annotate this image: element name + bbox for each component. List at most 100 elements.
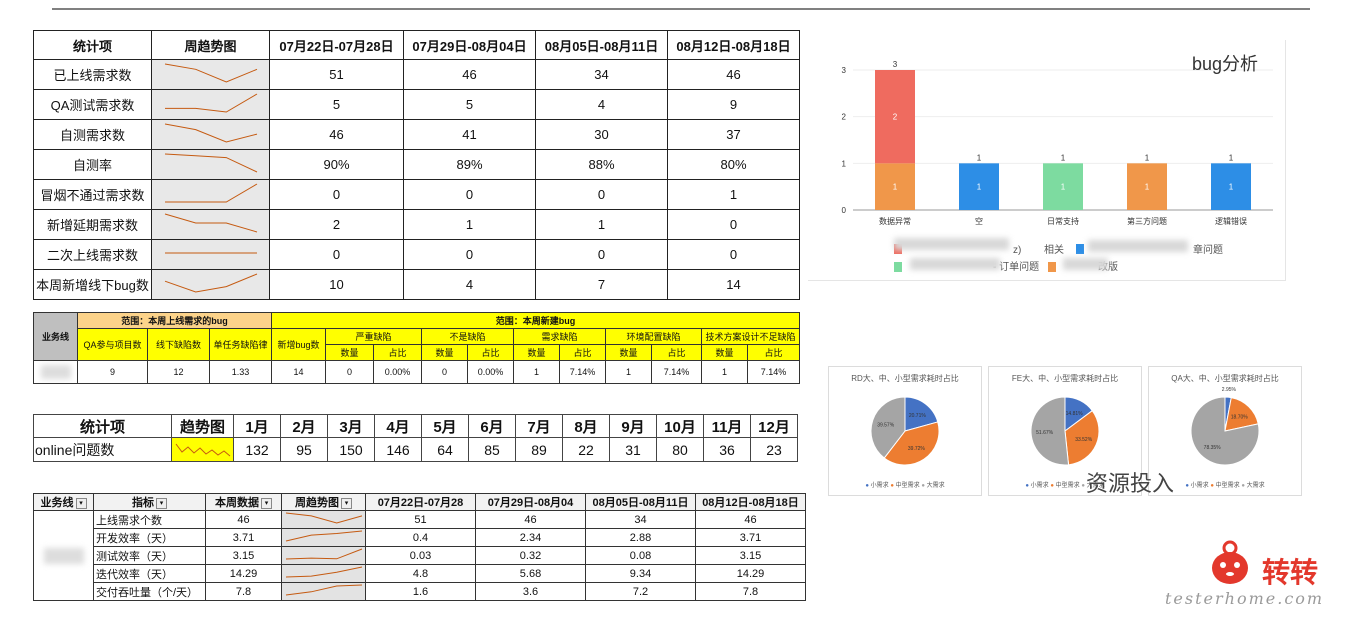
pie-label: 20.71% [909, 413, 927, 419]
filter-dropdown-icon[interactable]: ▾ [261, 497, 272, 509]
row-label: online问题数 [33, 437, 172, 462]
value-cell: 88% [535, 149, 668, 180]
pie-title: RD大、中、小型需求耗时占比 [851, 374, 959, 383]
sparkline-line [164, 213, 257, 233]
value-cell: 4 [535, 89, 668, 120]
header-cell: 技术方案设计不足缺陷 [701, 328, 800, 345]
trend-sparkline-cell [151, 119, 270, 150]
value-cell: 1 [701, 360, 748, 384]
weekly-stats-table: 统计项 周趋势图 07月22日-07月28日 07月29日-08月04日 08月… [33, 30, 800, 300]
row-label: 本周新增线下bug数 [33, 269, 152, 300]
pie-label: 33.52% [1075, 437, 1093, 443]
filter-dropdown-icon[interactable]: ▾ [156, 497, 167, 509]
table-row: 开发效率（天） 3.71 0.4 2.34 2.88 3.71 [34, 528, 806, 547]
row-label: 已上线需求数 [33, 59, 152, 90]
value-cell: 1 [535, 209, 668, 240]
sparkline [164, 93, 257, 113]
value-cell: 4 [403, 269, 536, 300]
value-cell: 64 [421, 437, 469, 462]
value-cell: 14 [667, 269, 800, 300]
sparkline-line [164, 93, 257, 113]
value-cell: 10 [269, 269, 404, 300]
current-value: 7.8 [205, 582, 282, 601]
trend-sparkline-cell [281, 510, 366, 529]
value-cell: 2.88 [585, 528, 696, 547]
header-label: 指标 [132, 497, 154, 509]
value-cell: 34 [585, 510, 696, 529]
header-cell: 占比 [559, 344, 606, 361]
filter-dropdown-icon[interactable]: ▾ [75, 497, 87, 509]
sparkline [285, 566, 362, 578]
header-cell: 07月29日-08月04 [475, 493, 586, 511]
header-cell: 08月05日-08月11日 [585, 493, 696, 511]
pie-slice [870, 396, 906, 459]
top-divider [52, 8, 1310, 10]
blurred-legend [1063, 258, 1108, 270]
zhuanzhuan-logo-icon [1212, 540, 1248, 584]
value-cell: 7 [535, 269, 668, 300]
y-tick-label: 2 [842, 113, 847, 122]
current-value: 3.15 [205, 546, 282, 565]
header-cell: 本周数据 ▾ [205, 493, 282, 511]
bar-segment [1127, 163, 1167, 210]
pie-card-qa: QA大、中、小型需求耗时占比 2.95% 18.70% 78.35% ● 小需求 ●… [1148, 366, 1302, 496]
resource-label: 资源投入 [1086, 471, 1175, 496]
bar-segment [1211, 163, 1251, 210]
legend-swatch [1048, 262, 1056, 272]
data-label: 1 [1061, 183, 1066, 192]
bar-segment [959, 163, 999, 210]
metric-label: 开发效率（天） [93, 528, 206, 547]
header-cell: 08月12日-08月18日 [695, 493, 806, 511]
trend-sparkline [175, 443, 230, 457]
legend-label: 中型需求 [1055, 483, 1080, 489]
pie-card-fe: FE大、中、小型需求耗时占比 14.81% 33.52% 51.67% ● 小需求 … [988, 366, 1142, 496]
header-label: 本周数据 [215, 497, 259, 509]
metric-label: 测试效率（天） [93, 546, 206, 565]
legend-label: 中型需求 [895, 483, 920, 489]
value-cell: 89% [403, 149, 536, 180]
value-cell: 0.4 [365, 528, 476, 547]
value-cell: 132 [233, 437, 281, 462]
metric-label: 迭代效率（天） [93, 564, 206, 583]
pie-title: QA大、中、小型需求耗时占比 [1171, 374, 1279, 383]
header-cell: 2月 [280, 414, 328, 438]
bar-segment [875, 70, 915, 164]
table-row: online问题数 132 95 150 146 64 85 89 22 31 80 36 23 [33, 437, 798, 462]
category-label: 逻辑错误 [1215, 216, 1247, 226]
scope-online-header: 范围：本周上线需求的bug [77, 312, 272, 329]
header-cell: 占比 [747, 344, 800, 361]
header-cell: 9月 [609, 414, 657, 438]
row-label: QA测试需求数 [33, 89, 152, 120]
value-cell: 0 [403, 239, 536, 270]
sparkline [164, 63, 257, 83]
value-cell: 22 [562, 437, 610, 462]
value-cell: 0 [421, 360, 468, 384]
value-cell: 7.14% [747, 360, 800, 384]
trend-sparkline-cell [281, 528, 366, 547]
data-label: 1 [1229, 183, 1234, 192]
category-label: 日常支持 [1047, 216, 1079, 226]
sparkline [164, 273, 257, 293]
pie-slice [904, 396, 939, 432]
value-cell: 9 [667, 89, 800, 120]
header-label: 业务线 [40, 497, 74, 509]
value-cell: 0.32 [475, 546, 586, 565]
current-value: 46 [205, 510, 282, 529]
header-cell: 不是缺陷 [421, 328, 514, 345]
value-cell: 3.15 [695, 546, 806, 565]
table-row: 迭代效率（天） 14.29 4.8 5.68 9.34 14.29 [34, 564, 806, 583]
pie-slice [1190, 396, 1260, 466]
bar-segment [1043, 163, 1083, 210]
current-value: 3.71 [205, 528, 282, 547]
value-cell: 7.8 [695, 582, 806, 601]
value-cell: 0 [403, 179, 536, 210]
header-cell: 新增bug数 [271, 328, 326, 361]
value-cell: 7.14% [651, 360, 702, 384]
pie-legend: ● 小需求 ● 中型需求 ● 大需求 [1185, 483, 1265, 489]
monthly-online-table: 统计项 趋势图 1月 2月 3月 4月 5月 6月 7月 8月 9月 10月 11月 12月 online… [33, 414, 798, 462]
sparkline-line [285, 548, 362, 560]
header-cell: 严重缺陷 [325, 328, 422, 345]
value-cell: 3.6 [475, 582, 586, 601]
header-cell: 1月 [233, 414, 281, 438]
filter-dropdown-icon[interactable]: ▾ [341, 497, 352, 509]
